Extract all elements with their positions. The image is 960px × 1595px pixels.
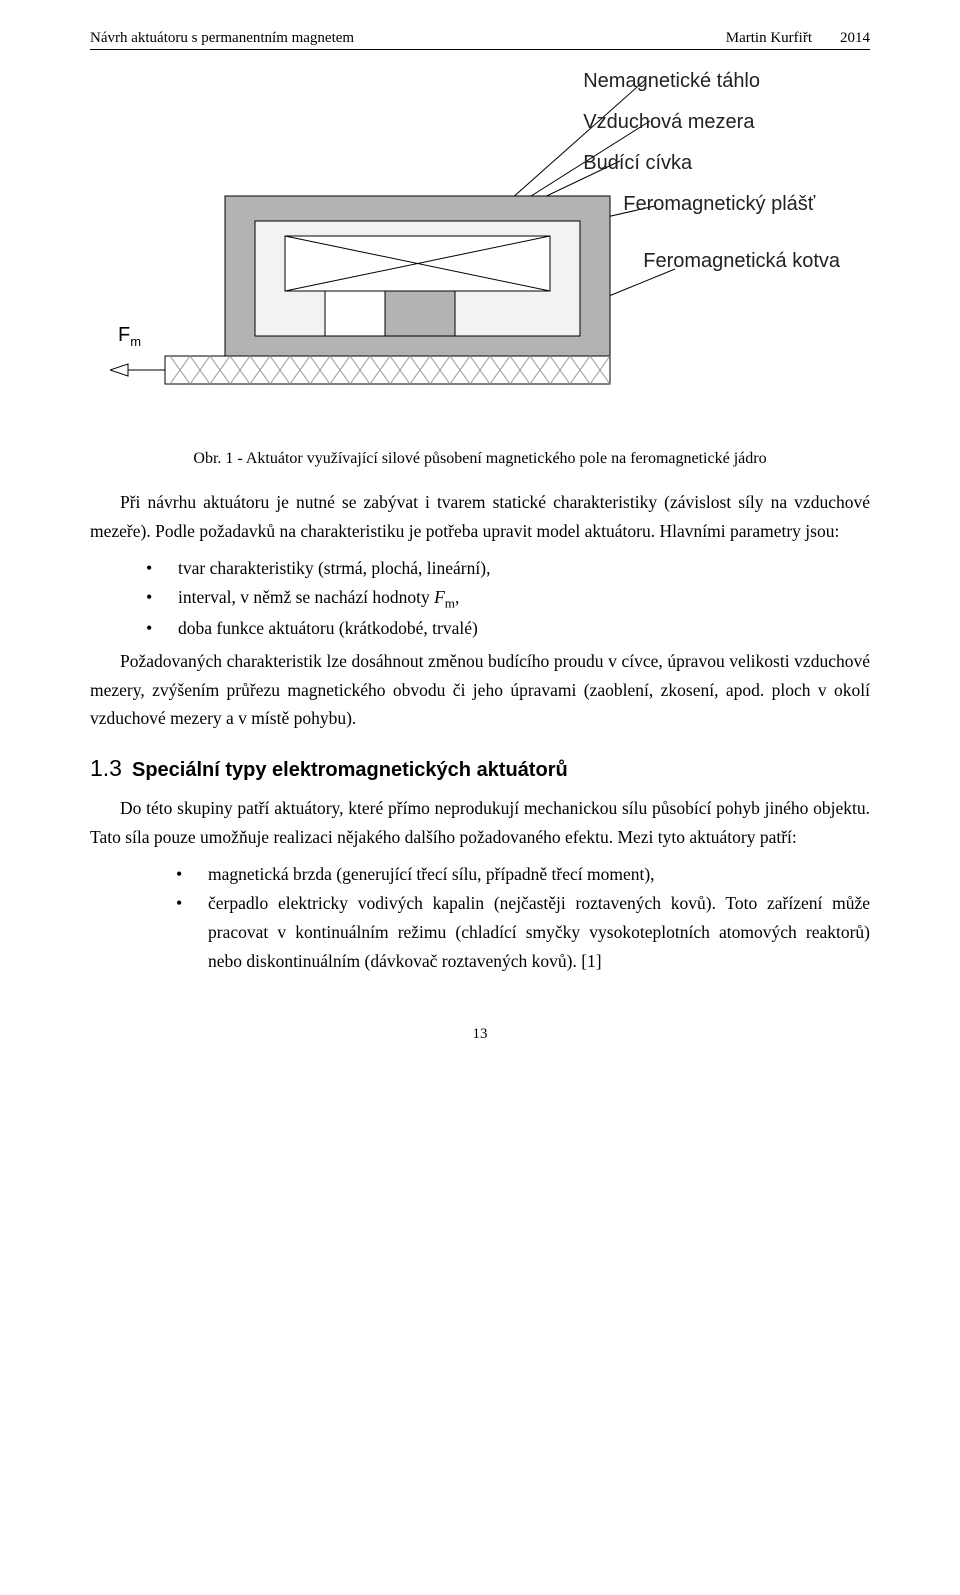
label-mezera: Vzduchová mezera [583, 111, 840, 134]
bullet-interval: interval, v němž se nachází hodnoty Fm, [146, 583, 870, 614]
page-header: Návrh aktuátoru s permanentním magnetem … [90, 30, 870, 50]
bullet-brzda: magnetická brzda (generující třecí sílu,… [176, 860, 870, 889]
label-kotva: Feromagnetická kotva [643, 250, 840, 273]
section-heading: 1.3 Speciální typy elektromagnetických a… [90, 755, 870, 782]
label-tahlo: Nemagnetické táhlo [583, 70, 840, 93]
special-actuator-list: magnetická brzda (generující třecí sílu,… [176, 860, 870, 976]
bullet-cerpadlo: čerpadlo elektricky vodivých kapalin (ne… [176, 889, 870, 976]
label-plast: Feromagnetický plášť [623, 193, 840, 216]
paragraph-2: Požadovaných charakteristik lze dosáhnou… [90, 647, 870, 734]
bullet-doba: doba funkce aktuátoru (krátkodobé, trval… [146, 614, 870, 643]
kotva-bar [165, 356, 610, 384]
label-civka: Budící cívka [583, 152, 840, 175]
header-title: Návrh aktuátoru s permanentním magnetem [90, 30, 354, 47]
bullet-tvar: tvar charakteristiky (strmá, plochá, lin… [146, 554, 870, 583]
section-number: 1.3 [90, 755, 122, 782]
force-arrow-icon [110, 364, 165, 376]
fm-force-label: Fm [118, 324, 141, 349]
header-author: Martin Kurfiřt [726, 30, 812, 47]
paragraph-1: Při návrhu aktuátoru je nutné se zabývat… [90, 488, 870, 546]
page-number: 13 [90, 1026, 870, 1043]
paragraph-3: Do této skupiny patří aktuátory, které p… [90, 794, 870, 852]
header-year: 2014 [840, 30, 870, 47]
figure-actuator-diagram: Fm Nemagnetické táhlo Vzduchová mezera B… [110, 66, 850, 436]
param-bullet-list: tvar charakteristiky (strmá, plochá, lin… [146, 554, 870, 643]
figure-caption: Obr. 1 - Aktuátor využívající silové půs… [90, 450, 870, 468]
section-title: Speciální typy elektromagnetických aktuá… [132, 759, 568, 782]
